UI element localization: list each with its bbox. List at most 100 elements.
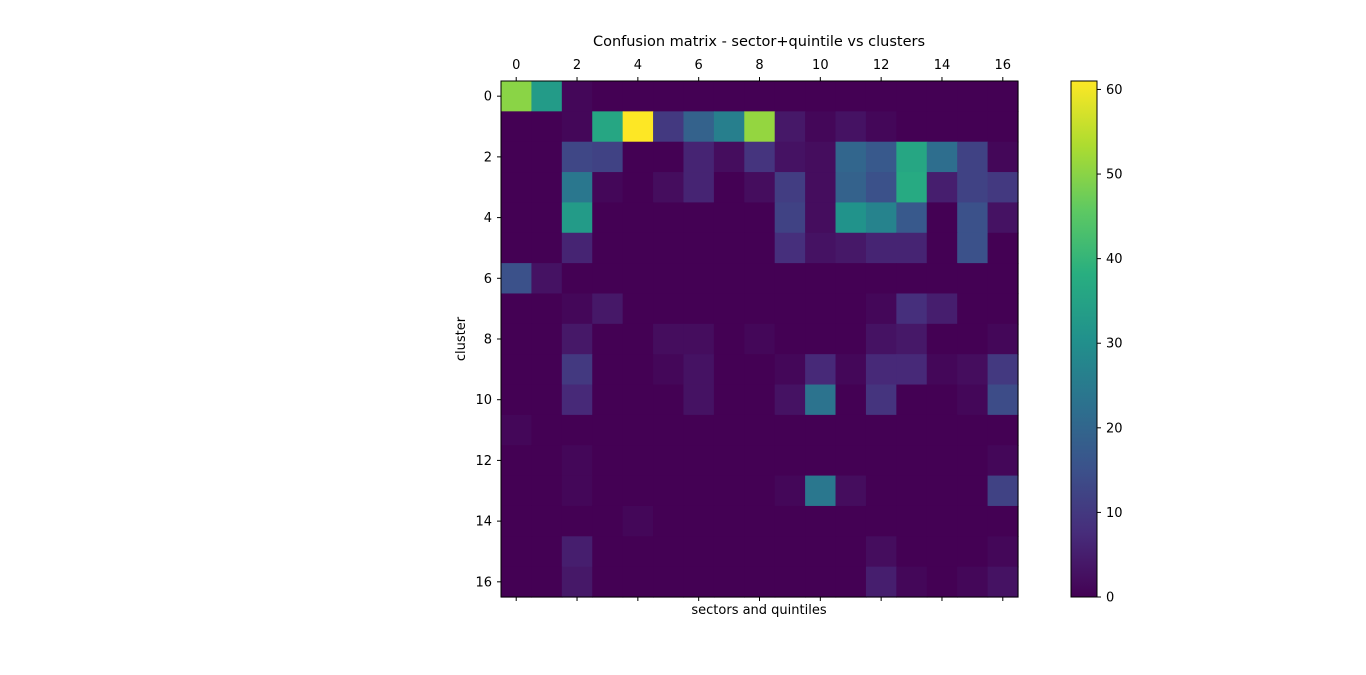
heatmap-cell [865, 141, 897, 173]
heatmap-cell [653, 293, 685, 325]
heatmap-cell [957, 81, 989, 112]
heatmap-cell [622, 475, 654, 507]
heatmap-cell [653, 81, 685, 112]
heatmap-cell [501, 566, 533, 598]
heatmap-cell [926, 384, 958, 416]
heatmap-cell [653, 323, 685, 355]
heatmap-cell [501, 414, 533, 446]
heatmap-cell [957, 141, 989, 173]
heatmap-cell [896, 475, 928, 507]
heatmap-cell [653, 111, 685, 143]
heatmap-cell [987, 323, 1019, 355]
heatmap-cell [896, 445, 928, 477]
heatmap-cell [501, 263, 533, 295]
heatmap-cell [957, 323, 989, 355]
heatmap-cell [561, 505, 593, 537]
heatmap-cell [653, 232, 685, 264]
x-tick-label: 12 [873, 58, 890, 73]
heatmap-cell [561, 475, 593, 507]
heatmap-cell [865, 536, 897, 568]
heatmap-cell [987, 414, 1019, 446]
heatmap-cell [926, 293, 958, 325]
heatmap-cell [896, 536, 928, 568]
heatmap-cell [561, 141, 593, 173]
heatmap-cell [531, 141, 563, 173]
heatmap-cell [501, 232, 533, 264]
heatmap-cell [835, 354, 867, 386]
heatmap-cell [501, 293, 533, 325]
heatmap-cell [561, 536, 593, 568]
heatmap-cell [835, 323, 867, 355]
heatmap-cell [744, 202, 776, 234]
heatmap-cell [501, 172, 533, 204]
heatmap-cell [987, 202, 1019, 234]
x-tick-label: 16 [995, 58, 1012, 73]
heatmap-cell [622, 536, 654, 568]
heatmap-cell [622, 172, 654, 204]
heatmap-cell [653, 141, 685, 173]
heatmap-cell [774, 475, 806, 507]
heatmap-cell [987, 475, 1019, 507]
heatmap-cell [592, 445, 624, 477]
heatmap-cell [622, 202, 654, 234]
y-tick-label: 12 [475, 454, 492, 469]
heatmap-cell [713, 414, 745, 446]
heatmap-cell [835, 293, 867, 325]
heatmap-cell [561, 172, 593, 204]
heatmap-cell [896, 323, 928, 355]
x-tick-label: 4 [634, 58, 642, 73]
heatmap-cell [713, 505, 745, 537]
heatmap-cell [683, 384, 715, 416]
heatmap-cell [683, 293, 715, 325]
heatmap-cell [592, 232, 624, 264]
heatmap-cell [835, 475, 867, 507]
heatmap-cell [987, 81, 1019, 112]
heatmap-cell [622, 232, 654, 264]
heatmap-cell [744, 384, 776, 416]
heatmap-cell [896, 414, 928, 446]
heatmap-cell [531, 202, 563, 234]
heatmap-cell [957, 111, 989, 143]
heatmap-cell [835, 445, 867, 477]
heatmap-cell [622, 566, 654, 598]
heatmap-cell [501, 354, 533, 386]
heatmap-cell [865, 293, 897, 325]
heatmap-cell [561, 414, 593, 446]
heatmap-cell [805, 172, 837, 204]
heatmap-cell [501, 141, 533, 173]
heatmap-cell [896, 263, 928, 295]
heatmap-cell [835, 566, 867, 598]
heatmap-cell [561, 566, 593, 598]
heatmap-cell [683, 141, 715, 173]
heatmap-cell [805, 323, 837, 355]
heatmap-cell [774, 263, 806, 295]
heatmap-cell [622, 81, 654, 112]
heatmap-cell [501, 536, 533, 568]
heatmap-cell [713, 202, 745, 234]
heatmap-cell [713, 323, 745, 355]
heatmap-cell [774, 414, 806, 446]
heatmap-cell [926, 354, 958, 386]
heatmap-cell [774, 536, 806, 568]
heatmap-cell [805, 445, 837, 477]
heatmap-cell [592, 293, 624, 325]
y-tick-label: 6 [484, 272, 492, 287]
heatmap-cell [592, 141, 624, 173]
heatmap-cell [805, 111, 837, 143]
heatmap-cell [713, 566, 745, 598]
heatmap-cell [713, 141, 745, 173]
heatmap-cell [774, 445, 806, 477]
heatmap-cell [987, 232, 1019, 264]
heatmap-cell [774, 354, 806, 386]
heatmap-cell [683, 475, 715, 507]
heatmap-cell [896, 384, 928, 416]
heatmap-cell [835, 81, 867, 112]
heatmap-cell [987, 111, 1019, 143]
heatmap-cell [957, 172, 989, 204]
heatmap-cell [774, 202, 806, 234]
heatmap-cell [744, 263, 776, 295]
colorbar-tick-label: 50 [1106, 168, 1123, 183]
heatmap-cell [957, 202, 989, 234]
heatmap-cell [865, 263, 897, 295]
y-tick-label: 10 [475, 393, 492, 408]
